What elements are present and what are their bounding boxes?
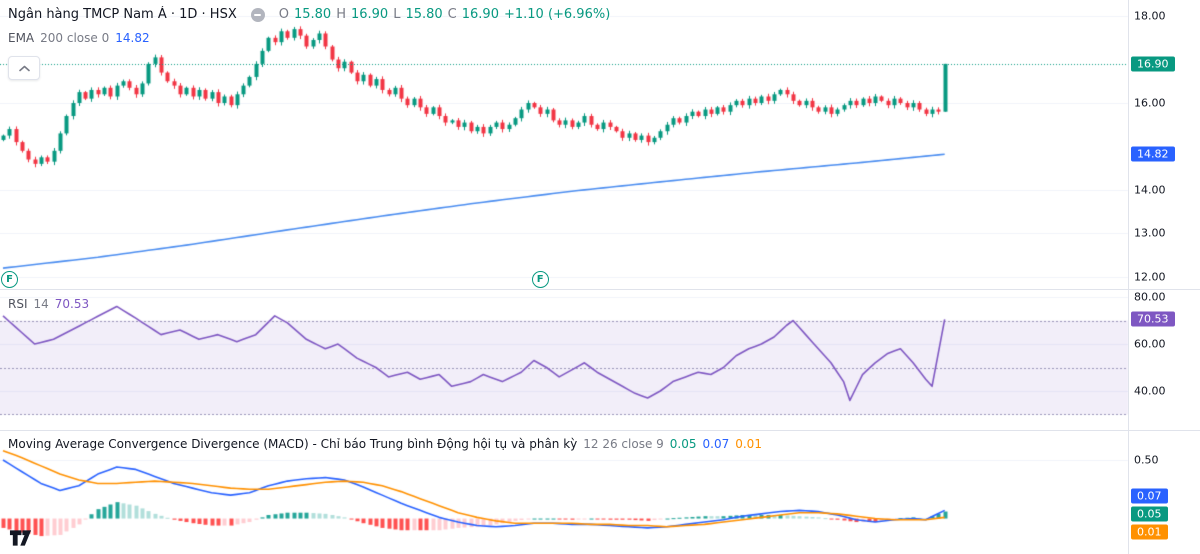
macd-line-value: 0.07 xyxy=(702,437,730,451)
ohlc-values: O 15.80 H 16.90 L 15.80 C 16.90 +1.10 (+… xyxy=(279,7,611,22)
axis-price-badge: 0.07 xyxy=(1131,488,1168,504)
ema-legend: EMA 200 close 0 14.82 xyxy=(8,31,150,45)
high-value: 16.90 xyxy=(350,7,389,22)
rsi-value: 70.53 xyxy=(54,297,90,311)
close-label: C xyxy=(447,7,457,22)
axis-label-price: 13.00 xyxy=(1134,226,1166,240)
axis-price-badge: 16.90 xyxy=(1131,56,1175,72)
rsi-name[interactable]: RSI xyxy=(8,297,28,311)
axis-label-macd: 0.50 xyxy=(1134,453,1159,467)
axis-label-rsi: 80.00 xyxy=(1134,290,1166,304)
axis-price-badge: 14.82 xyxy=(1131,146,1175,162)
macd-hist-value: 0.05 xyxy=(669,437,697,451)
open-label: O xyxy=(278,7,289,22)
axis-price-badge: 0.05 xyxy=(1131,506,1168,522)
axis-price-badge: 0.01 xyxy=(1131,524,1168,540)
close-value: 16.90 xyxy=(461,7,499,22)
rsi-legend: RSI 14 70.53 xyxy=(8,297,89,311)
axis-label-price: 12.00 xyxy=(1134,270,1166,284)
symbol-title[interactable]: Ngân hàng TMCP Nam Á · 1D · HSX xyxy=(8,7,237,22)
pane-divider-rsi-macd[interactable] xyxy=(0,430,1200,431)
low-label: L xyxy=(393,7,401,22)
event-marker-f[interactable]: F xyxy=(1,271,18,288)
high-label: H xyxy=(336,7,346,22)
rsi-params: 14 xyxy=(33,297,49,311)
macd-params: 12 26 close 9 xyxy=(583,437,664,451)
ema-value: 14.82 xyxy=(115,31,150,45)
pane-collapse-button[interactable] xyxy=(8,56,40,80)
macd-signal-value: 0.01 xyxy=(735,437,762,451)
symbol-legend: Ngân hàng TMCP Nam Á · 1D · HSX O 15.80 … xyxy=(8,7,610,22)
chevron-up-icon xyxy=(18,65,30,71)
instrument-logo-icon xyxy=(250,7,265,22)
low-value: 15.80 xyxy=(405,7,443,22)
axis-label-rsi: 40.00 xyxy=(1134,384,1166,398)
ema-params: 200 close 0 xyxy=(40,31,110,45)
pane-divider-price-rsi[interactable] xyxy=(0,289,1200,290)
axis-label-price: 18.00 xyxy=(1134,9,1166,23)
macd-name[interactable]: Moving Average Convergence Divergence (M… xyxy=(8,437,578,451)
macd-legend: Moving Average Convergence Divergence (M… xyxy=(8,437,762,451)
event-marker-f[interactable]: F xyxy=(531,271,549,288)
axis-price-badge: 70.53 xyxy=(1131,311,1175,327)
axis-label-price: 16.00 xyxy=(1134,96,1166,110)
open-value: 15.80 xyxy=(293,7,332,22)
change-value: +1.10 (+6.96%) xyxy=(503,7,611,22)
axis-label-rsi: 60.00 xyxy=(1134,337,1166,351)
ema-name[interactable]: EMA xyxy=(8,31,35,45)
price-scale-border xyxy=(1128,0,1129,554)
tradingview-logo[interactable] xyxy=(9,529,32,547)
axis-label-price: 14.00 xyxy=(1134,183,1166,197)
